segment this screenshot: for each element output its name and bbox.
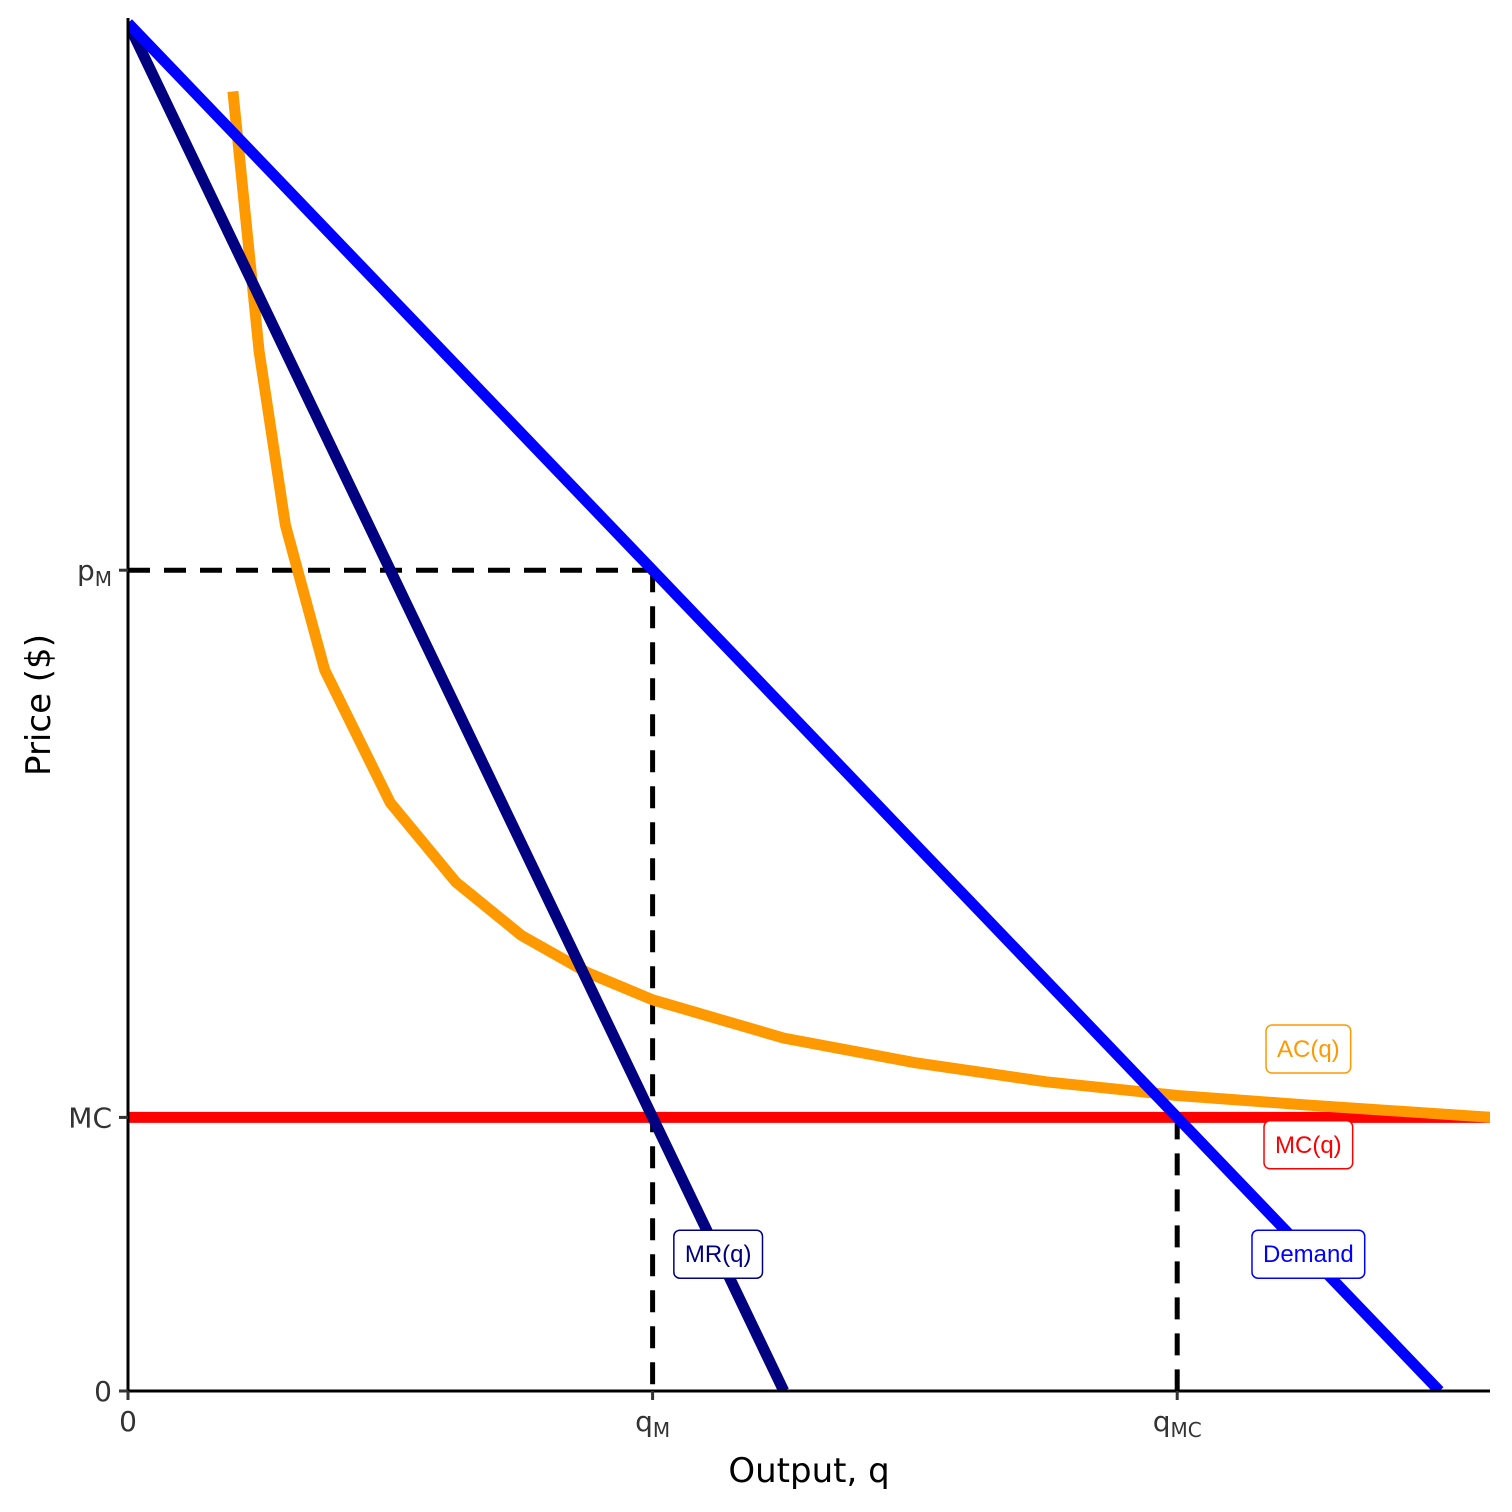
series-lines xyxy=(128,19,1490,1391)
curve-labels: AC(q) MC(q) MR(q) Demand xyxy=(673,1024,1366,1279)
y-tick-label: MC xyxy=(68,1101,112,1134)
x-tick-label: qM xyxy=(635,1405,670,1442)
label-box xyxy=(1265,1024,1352,1074)
x-tick-label: qMC xyxy=(1153,1405,1202,1442)
ticks: 0 qM qMC 0 MC pM xyxy=(68,554,1201,1442)
label-text: MR(q) xyxy=(685,1241,752,1268)
label-text: AC(q) xyxy=(1277,1036,1340,1063)
label-box xyxy=(673,1229,764,1279)
label-box xyxy=(1263,1120,1354,1170)
label-demand: Demand xyxy=(1251,1229,1366,1279)
label-mr-q: MR(q) xyxy=(673,1229,764,1279)
y-tick-label: 0 xyxy=(94,1375,112,1408)
series-demand-line xyxy=(128,19,1444,1391)
label-mc-q: MC(q) xyxy=(1263,1120,1354,1170)
label-text: Demand xyxy=(1263,1241,1354,1268)
y-axis-title: Price ($) xyxy=(19,634,59,776)
axes xyxy=(126,18,1490,1393)
label-ac-q: AC(q) xyxy=(1265,1024,1352,1074)
y-tick-label: pM xyxy=(77,554,112,591)
label-text: MC(q) xyxy=(1275,1132,1342,1159)
series-mr-q-line xyxy=(128,20,789,1391)
x-tick-label: 0 xyxy=(119,1405,137,1438)
x-axis-title: Output, q xyxy=(728,1451,889,1491)
label-box xyxy=(1251,1229,1366,1279)
